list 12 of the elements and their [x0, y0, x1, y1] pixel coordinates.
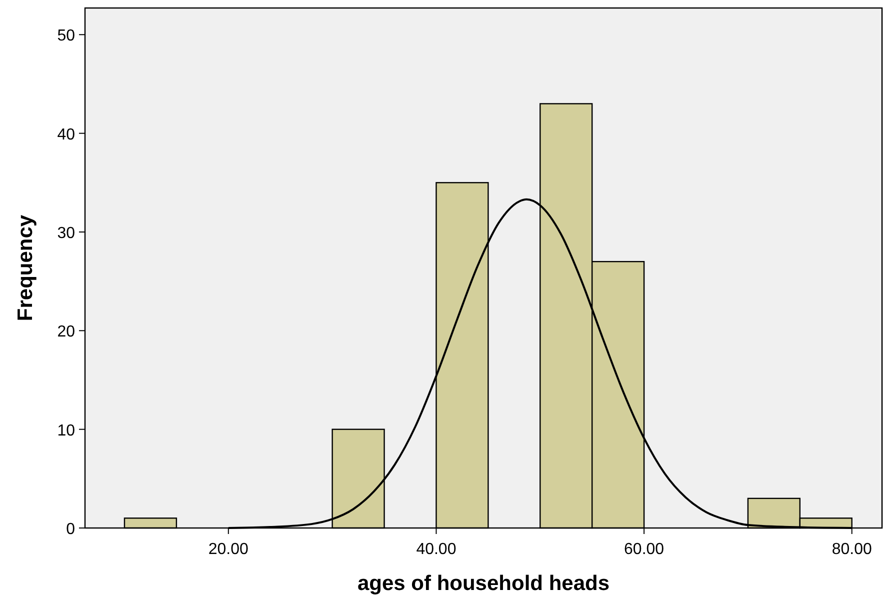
- y-tick-label: 0: [66, 521, 76, 538]
- x-axis-title: ages of household heads: [357, 572, 610, 595]
- y-tick-label: 50: [57, 28, 76, 45]
- y-tick-label: 10: [57, 422, 76, 440]
- y-tick-label: 30: [57, 224, 76, 242]
- y-axis-title: Frequency: [14, 214, 37, 322]
- y-tick-label: 20: [57, 324, 76, 341]
- x-tick-label: 20.00: [208, 541, 249, 558]
- x-tick-label: 60.00: [624, 541, 664, 558]
- x-tick-label: 80.00: [832, 541, 872, 558]
- x-tick-label: 40.00: [416, 541, 456, 558]
- y-tick-label: 40: [57, 126, 76, 144]
